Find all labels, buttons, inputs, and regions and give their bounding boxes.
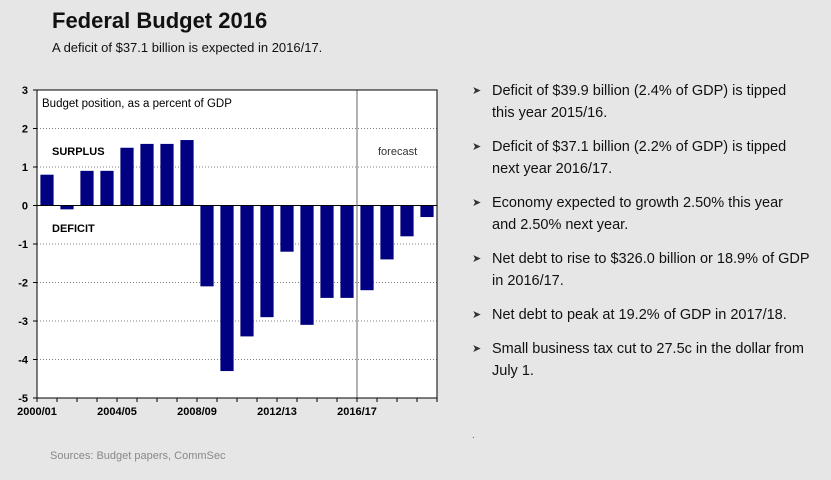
x-tick-label: 2004/05 bbox=[97, 406, 137, 418]
arrow-bullet-icon: ➤ bbox=[472, 253, 482, 265]
bar-2007-08 bbox=[180, 140, 194, 206]
bullet-item: ➤ Deficit of $37.1 billion (2.2% of GDP) … bbox=[470, 136, 810, 180]
bar-2004-05 bbox=[120, 147, 134, 206]
arrow-bullet-icon: ➤ bbox=[472, 197, 482, 209]
bar-2005-06 bbox=[140, 143, 154, 206]
bullet-item: ➤ Small business tax cut to 27.5c in the … bbox=[470, 338, 810, 382]
bar-2010-11 bbox=[240, 205, 254, 337]
budget-chart: 3 2 1 0 -1 -2 -3 -4 -5 2000/01 2004/05 2008/09 2012… bbox=[17, 85, 438, 418]
bar-2016-17 bbox=[360, 205, 374, 291]
sources-note: Sources: Budget papers, CommSec bbox=[50, 450, 226, 462]
bar-2006-07 bbox=[160, 143, 174, 206]
bar-2002-03 bbox=[80, 170, 94, 206]
surplus-label: SURPLUS bbox=[52, 146, 105, 158]
deficit-label: DEFICIT bbox=[52, 223, 95, 235]
bar-2001-02 bbox=[60, 205, 74, 210]
y-tick-label: 1 bbox=[22, 162, 28, 174]
y-tick-label: -1 bbox=[18, 239, 28, 251]
bullet-text: Net debt to peak at 19.2% of GDP in 2017… bbox=[492, 307, 787, 323]
y-tick-label: -3 bbox=[18, 316, 28, 328]
bullet-item: ➤ Net debt to peak at 19.2% of GDP in 201… bbox=[470, 304, 810, 326]
chart-title: Budget position, as a percent of GDP bbox=[42, 98, 232, 110]
bullet-text: Economy expected to growth 2.50% this ye… bbox=[492, 195, 783, 233]
y-tick-label: 0 bbox=[22, 201, 28, 213]
bar-2009-10 bbox=[220, 205, 234, 372]
x-tick-label: 2012/13 bbox=[257, 406, 297, 418]
bar-2018-19 bbox=[400, 205, 414, 237]
y-tick-label: -5 bbox=[18, 393, 28, 405]
bar-2008-09 bbox=[200, 205, 214, 287]
arrow-bullet-icon: ➤ bbox=[472, 343, 482, 355]
y-tick-label: 2 bbox=[22, 124, 28, 136]
bullet-item: ➤ Economy expected to growth 2.50% this y… bbox=[470, 192, 810, 236]
page-title: Federal Budget 2016 bbox=[52, 8, 268, 33]
x-tick-label: 2000/01 bbox=[17, 406, 57, 418]
arrow-bullet-icon: ➤ bbox=[472, 141, 482, 153]
key-points-list: ➤ Deficit of $39.9 billion (2.4% of GDP) … bbox=[470, 80, 810, 394]
bar-2014-15 bbox=[320, 205, 334, 298]
bar-2019-20 bbox=[420, 205, 434, 218]
bullet-item: ➤ Net debt to rise to $326.0 billion or 1… bbox=[470, 248, 810, 292]
bullet-item: ➤ Deficit of $39.9 billion (2.4% of GDP) … bbox=[470, 80, 810, 124]
bar-2012-13 bbox=[280, 205, 294, 252]
bar-2017-18 bbox=[380, 205, 394, 260]
forecast-label: forecast bbox=[378, 146, 417, 158]
arrow-bullet-icon: ➤ bbox=[472, 85, 482, 97]
bullet-text: Deficit of $39.9 billion (2.4% of GDP) i… bbox=[492, 83, 787, 121]
bar-2011-12 bbox=[260, 205, 274, 318]
arrow-bullet-icon: ➤ bbox=[472, 309, 482, 321]
bars bbox=[40, 140, 434, 372]
stray-dot: . bbox=[472, 430, 475, 441]
y-axis: 3 2 1 0 -1 -2 -3 -4 -5 bbox=[18, 85, 37, 405]
bar-2015-16 bbox=[340, 205, 354, 298]
bar-2003-04 bbox=[100, 170, 114, 206]
bullet-text: Small business tax cut to 27.5c in the d… bbox=[492, 341, 804, 379]
y-tick-label: -4 bbox=[18, 355, 29, 367]
bar-2013-14 bbox=[300, 205, 314, 325]
bullet-text: Deficit of $37.1 billion (2.2% of GDP) i… bbox=[492, 139, 787, 177]
y-tick-label: 3 bbox=[22, 85, 28, 97]
page-subtitle: A deficit of $37.1 billion is expected i… bbox=[52, 40, 323, 55]
bullet-text: Net debt to rise to $326.0 billion or 18… bbox=[492, 251, 810, 289]
y-tick-label: -2 bbox=[18, 278, 28, 290]
bar-2000-01 bbox=[40, 174, 54, 206]
x-tick-label: 2008/09 bbox=[177, 406, 217, 418]
x-tick-label: 2016/17 bbox=[337, 406, 377, 418]
x-axis: 2000/01 2004/05 2008/09 2012/13 2016/17 bbox=[17, 398, 438, 418]
